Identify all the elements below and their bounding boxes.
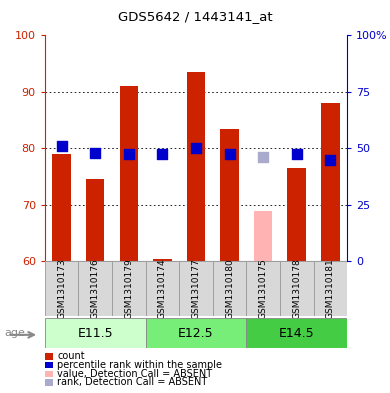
Bar	[45, 318, 145, 348]
Text: age: age	[4, 328, 25, 338]
Bar	[78, 261, 112, 316]
Bar	[220, 129, 239, 261]
Text: count: count	[57, 351, 85, 362]
Text: GSM1310176: GSM1310176	[91, 259, 100, 319]
Text: GSM1310177: GSM1310177	[191, 259, 200, 319]
Bar	[145, 318, 246, 348]
Bar	[153, 259, 172, 261]
Point	[294, 151, 300, 157]
Bar	[179, 261, 213, 316]
Text: GSM1310178: GSM1310178	[292, 259, 301, 319]
Bar	[45, 261, 78, 316]
Bar	[112, 261, 145, 316]
Bar	[213, 261, 246, 316]
Point	[58, 142, 65, 149]
Text: E14.5: E14.5	[279, 327, 315, 340]
Point	[227, 151, 233, 157]
Bar	[280, 261, 314, 316]
Point	[159, 151, 165, 157]
Point	[260, 154, 266, 160]
Text: GSM1310174: GSM1310174	[158, 259, 167, 319]
Bar	[246, 261, 280, 316]
Bar	[287, 168, 306, 261]
Bar	[321, 103, 340, 261]
Text: E12.5: E12.5	[178, 327, 214, 340]
Text: percentile rank within the sample: percentile rank within the sample	[57, 360, 222, 370]
Bar	[314, 261, 347, 316]
Point	[92, 150, 98, 156]
Bar	[246, 318, 347, 348]
Bar	[86, 180, 105, 261]
Text: GSM1310181: GSM1310181	[326, 259, 335, 319]
Text: GSM1310175: GSM1310175	[259, 259, 268, 319]
Text: E11.5: E11.5	[77, 327, 113, 340]
Point	[327, 156, 333, 163]
Bar	[52, 154, 71, 261]
Point	[193, 145, 199, 151]
Bar	[187, 72, 205, 261]
Text: rank, Detection Call = ABSENT: rank, Detection Call = ABSENT	[57, 377, 207, 387]
Point	[126, 151, 132, 157]
Bar	[145, 261, 179, 316]
Text: GSM1310173: GSM1310173	[57, 259, 66, 319]
Bar	[254, 211, 272, 261]
Bar	[120, 86, 138, 261]
Text: GDS5642 / 1443141_at: GDS5642 / 1443141_at	[118, 10, 272, 23]
Text: value, Detection Call = ABSENT: value, Detection Call = ABSENT	[57, 369, 213, 379]
Text: GSM1310179: GSM1310179	[124, 259, 133, 319]
Text: GSM1310180: GSM1310180	[225, 259, 234, 319]
